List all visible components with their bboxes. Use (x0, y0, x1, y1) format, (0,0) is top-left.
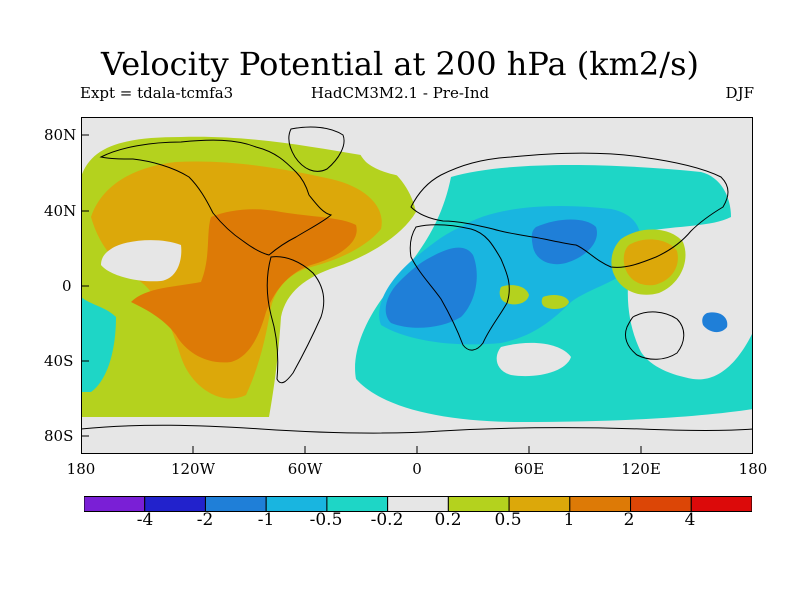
lon-label-0: 0 (412, 460, 422, 478)
colorbar-swatch-10 (630, 496, 692, 512)
colorbar-label-5: -0.2 (370, 510, 404, 530)
season-label: DJF (725, 84, 754, 102)
lon-label-120e: 120E (621, 460, 661, 478)
lon-label-60w: 60W (287, 460, 323, 478)
velocity-potential-map (81, 117, 753, 454)
lat-label-40s: 40S (44, 352, 74, 370)
neutral-notch-pacific (101, 240, 182, 282)
coast-australia (624, 311, 685, 360)
lon-label-120w: 120W (170, 460, 216, 478)
colorbar-label-1: -4 (136, 510, 154, 530)
contour-negative-1b (531, 219, 597, 265)
contour-positive-0.2-africa (499, 285, 529, 305)
neutral-notch-southamerica (301, 279, 350, 377)
contour-positive-1 (131, 209, 357, 363)
colorbar-label-4: -0.5 (309, 510, 343, 530)
contour-positive-0.2-indian (541, 294, 569, 310)
lat-label-0: 0 (62, 277, 72, 295)
colorbar-label-10: 4 (684, 510, 696, 530)
colorbar-swatch-1 (84, 496, 146, 512)
lat-label-80n: 80N (44, 126, 77, 144)
coast-europe-asia (410, 152, 729, 268)
experiment-label: Expt = tdala-tcmfa3 (80, 84, 234, 102)
coast-south-america (266, 256, 325, 384)
contour-negative-1 (385, 247, 477, 328)
lon-label-60e: 60E (513, 460, 545, 478)
neutral-gap-southern-ocean (496, 342, 571, 377)
colorbar-label-8: 1 (563, 510, 575, 530)
neutral-gap-northwest (355, 130, 453, 179)
colorbar-label-9: 2 (623, 510, 635, 530)
graticule-ticks (81, 134, 642, 454)
contour-negative-1c (702, 312, 728, 333)
colorbar-label-2: -2 (196, 510, 214, 530)
colorbar-label-7: 0.5 (494, 510, 522, 530)
map-frame (81, 117, 753, 454)
colorbar-label-6: 0.2 (434, 510, 462, 530)
colorbar-swatch-9 (569, 496, 632, 512)
coast-greenland (288, 126, 345, 172)
colorbar (84, 496, 752, 512)
coast-antarctica (81, 424, 753, 434)
lon-label-180e: 180 (738, 460, 768, 478)
colorbar-label-3: -1 (257, 510, 275, 530)
colorbar-swatch-11 (690, 496, 752, 512)
lat-label-40n: 40N (44, 202, 77, 220)
coast-north-america (99, 139, 333, 256)
contour-negative-west-pacific (81, 297, 116, 392)
contour-positive-0.5-east (623, 239, 678, 286)
lat-label-80s: 80S (44, 427, 74, 445)
map-title: Velocity Potential at 200 hPa (km2/s) (101, 45, 699, 83)
model-label: HadCM3M2.1 - Pre-Ind (310, 84, 490, 102)
lon-label-180w: 180 (66, 460, 96, 478)
coast-africa (409, 224, 510, 351)
coastlines (81, 126, 753, 434)
